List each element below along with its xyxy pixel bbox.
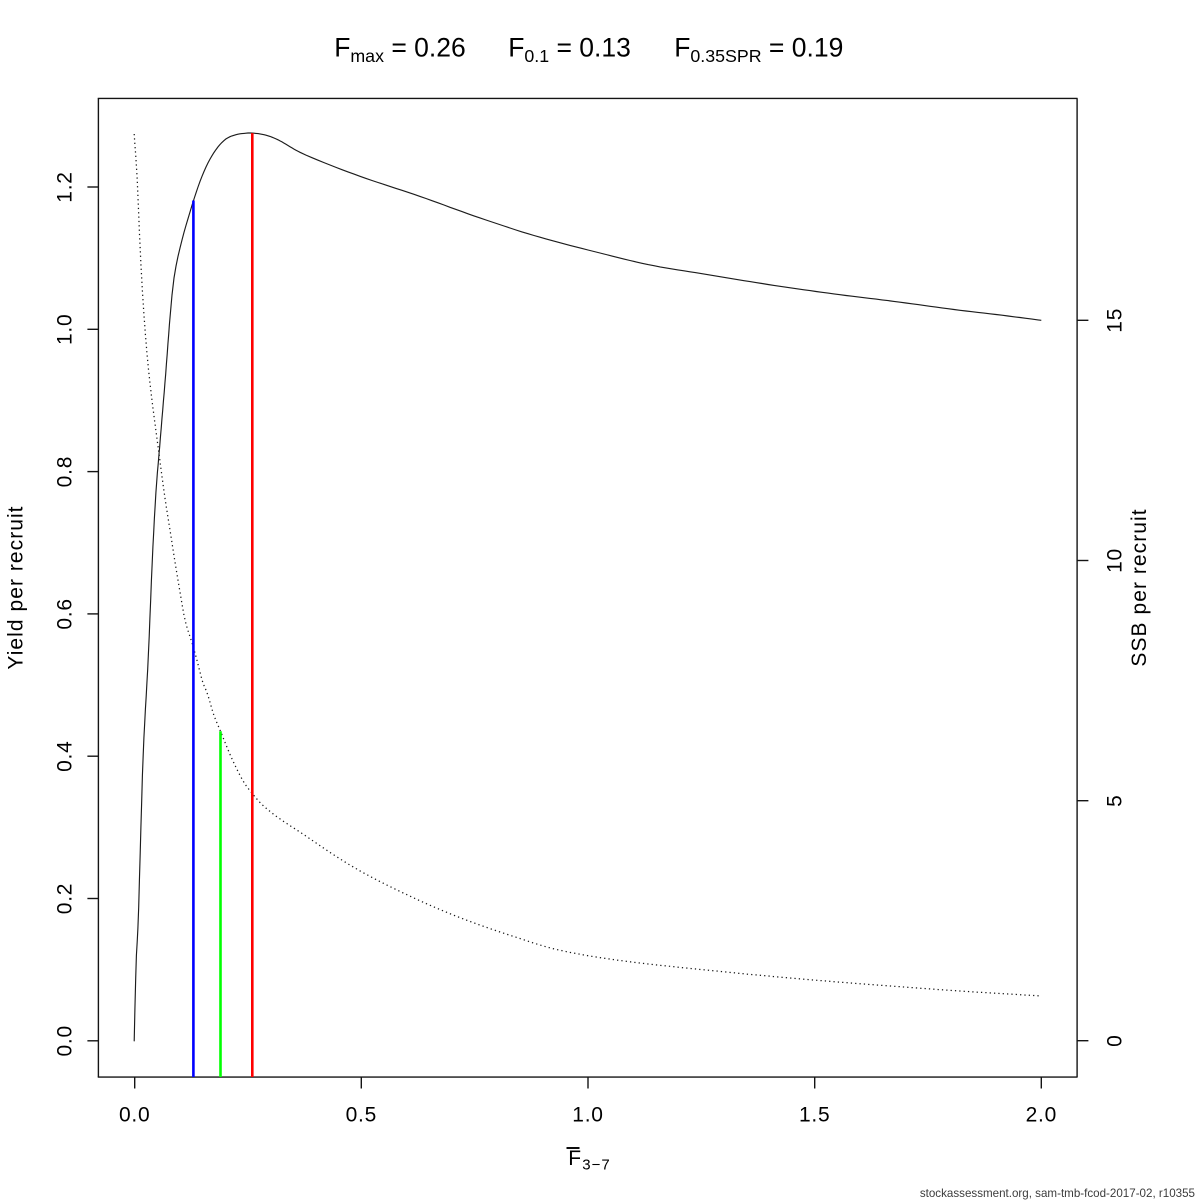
svg-text:stockassessment.org, sam-tmb-f: stockassessment.org, sam-tmb-fcod-2017-0… <box>920 1187 1195 1200</box>
svg-text:0.0: 0.0 <box>119 1103 150 1126</box>
svg-text:0.2: 0.2 <box>54 883 77 914</box>
svg-text:0.0: 0.0 <box>54 1025 77 1056</box>
svg-text:0.5: 0.5 <box>346 1103 377 1126</box>
svg-text:2.0: 2.0 <box>1026 1103 1057 1126</box>
svg-text:15: 15 <box>1103 308 1126 333</box>
svg-text:5: 5 <box>1103 794 1126 806</box>
svg-text:1.5: 1.5 <box>799 1103 830 1126</box>
svg-text:0: 0 <box>1103 1034 1126 1046</box>
svg-text:1.2: 1.2 <box>54 171 77 202</box>
svg-text:0.6: 0.6 <box>54 598 77 629</box>
svg-text:1.0: 1.0 <box>572 1103 603 1126</box>
svg-text:1.0: 1.0 <box>54 314 77 345</box>
svg-text:10: 10 <box>1103 548 1126 573</box>
svg-text:0.8: 0.8 <box>54 456 77 487</box>
svg-text:Yield per recruit: Yield per recruit <box>5 505 28 669</box>
svg-text:0.4: 0.4 <box>54 740 77 771</box>
svg-text:SSB per recruit: SSB per recruit <box>1128 508 1151 666</box>
